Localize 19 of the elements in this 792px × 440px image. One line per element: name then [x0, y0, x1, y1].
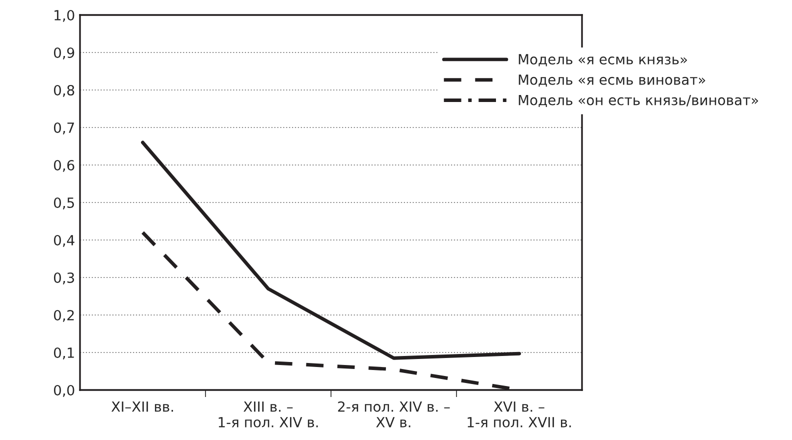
x-tick-label: XIII в. – 1-я пол. XIV в. — [218, 402, 318, 428]
y-tick-label: 0,9 — [54, 47, 74, 60]
y-tick-label: 0,8 — [54, 84, 74, 97]
x-tick-label: XVI в. – 1-я пол. XVII в. — [468, 402, 571, 428]
y-tick-label: 0,7 — [54, 122, 74, 134]
y-tick-label: 0,5 — [54, 197, 74, 210]
legend-label: Модель «он есть князь/виноват» — [518, 94, 758, 107]
line-series — [141, 140, 521, 360]
x-tick-label: 2-я пол. XIV в. – XV в. — [338, 401, 450, 428]
legend-label: Модель «я есмь виноват» — [518, 74, 706, 87]
y-tick-label: 0,6 — [54, 160, 74, 172]
x-tick-label: XI–XII вв. — [111, 402, 173, 412]
legend-label: Модель «я есмь князь» — [518, 54, 687, 66]
y-tick-label: 0,4 — [54, 234, 74, 247]
y-tick-label: 0,1 — [54, 347, 74, 360]
y-tick-label: 1,0 — [54, 10, 74, 22]
y-tick-label: 0,3 — [54, 272, 74, 284]
y-tick-label: 0,2 — [54, 310, 74, 322]
y-tick-label: 0,0 — [54, 384, 74, 397]
